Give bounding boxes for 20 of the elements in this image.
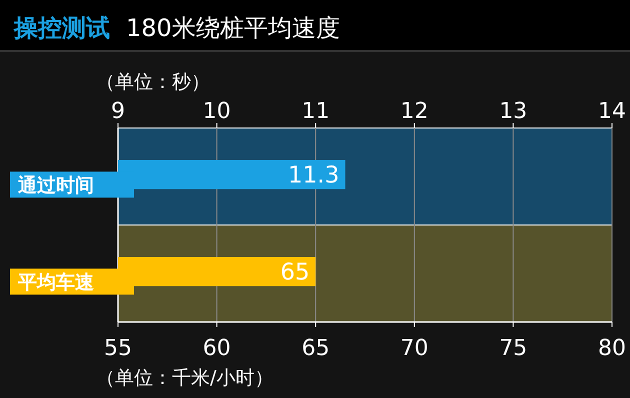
data-label: 11.3 [288, 162, 340, 189]
x-tick-label: 55 [104, 336, 132, 361]
x2-tick-label: 10 [202, 99, 231, 124]
x-axis-title: （单位：千米/小时） [96, 367, 274, 389]
x2-tick-label: 9 [111, 99, 125, 124]
x-tick-label: 70 [400, 336, 428, 361]
x2-tick-label: 13 [499, 99, 528, 124]
data-label: 65 [280, 260, 310, 286]
x2-axis-title: （单位：秒） [96, 71, 210, 93]
chart-title: 操控测试 [13, 14, 110, 42]
x2-tick-label: 12 [400, 99, 428, 124]
y-tick-label: 通过时间 [17, 174, 94, 197]
x-tick-label: 75 [499, 336, 528, 361]
x-tick-label: 60 [202, 336, 231, 361]
x2-tick-label: 11 [302, 99, 330, 124]
x2-tick-label: 14 [598, 99, 626, 124]
y-tick-label: 平均车速 [17, 272, 94, 294]
chart-subtitle: 180米绕桩平均速度 [126, 14, 340, 42]
x-tick-label: 80 [598, 336, 626, 361]
x-tick-label: 65 [302, 336, 330, 361]
